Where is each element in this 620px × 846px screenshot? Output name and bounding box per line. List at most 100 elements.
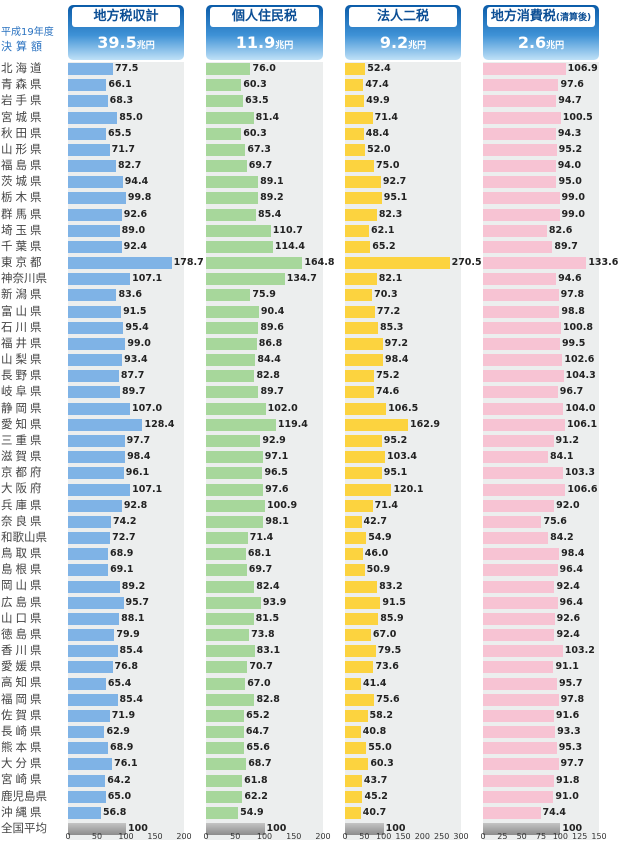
bar-value-label: 133.6	[588, 257, 619, 269]
bar	[68, 240, 122, 253]
bar-value-label: 71.7	[111, 143, 136, 155]
average-bar-label: 100	[385, 823, 406, 835]
bar-value-label: 93.9	[262, 596, 287, 608]
bar	[483, 709, 554, 722]
bar	[483, 548, 560, 561]
bar-value-label: 96.5	[264, 467, 288, 479]
bar-value-label: 45.2	[364, 790, 388, 802]
bar-value-label: 96.1	[125, 467, 150, 479]
bar-value-label: 89.0	[121, 224, 146, 236]
prefecture-label: 秋田県	[1, 125, 45, 140]
prefecture-label: 愛媛県	[1, 659, 45, 674]
bar-value-label: 62.1	[371, 224, 395, 236]
x-tick-label: 0	[342, 832, 348, 841]
prefecture-label: 鳥取県	[1, 546, 45, 561]
bar-value-label: 74.6	[375, 386, 400, 398]
bar	[483, 806, 541, 819]
bar	[483, 483, 566, 496]
bar-value-label: 114.4	[274, 240, 305, 252]
bar-value-label: 68.7	[248, 758, 272, 770]
prefecture-label: 神奈川県	[1, 271, 47, 286]
prefecture-label: 岐阜県	[1, 384, 45, 399]
bar-value-label: 82.4	[256, 580, 280, 592]
bar-value-label: 90.4	[260, 305, 285, 317]
bar-value-label: 99.5	[561, 337, 586, 349]
bar	[68, 774, 106, 787]
bar	[345, 402, 387, 415]
bar-value-label: 85.9	[380, 612, 404, 624]
bar	[483, 63, 566, 76]
bar	[68, 499, 122, 512]
x-tick-label: 50	[230, 832, 241, 841]
prefecture-label: 長崎県	[1, 723, 45, 738]
bar-value-label: 104.3	[565, 370, 596, 382]
bar-value-label: 98.1	[265, 515, 289, 527]
bar-value-label: 106.5	[388, 402, 419, 414]
bar-value-label: 82.3	[378, 208, 403, 220]
prefecture-label: 高知県	[1, 675, 45, 690]
bar	[483, 693, 559, 706]
bar-value-label: 64.2	[107, 774, 131, 786]
bar-value-label: 68.1	[247, 548, 272, 560]
bar	[345, 451, 385, 464]
bar-value-label: 93.3	[557, 726, 581, 738]
prefecture-label: 新潟県	[1, 287, 45, 302]
bar-value-label: 95.0	[558, 176, 582, 188]
bar	[483, 127, 556, 140]
bar-value-label: 87.7	[120, 370, 145, 382]
bar	[483, 337, 560, 350]
bar-value-label: 40.7	[362, 806, 387, 818]
bar	[68, 370, 119, 383]
bar-value-label: 75.0	[376, 160, 400, 172]
bar-value-label: 97.8	[560, 693, 585, 705]
prefecture-label: 島根県	[1, 562, 45, 577]
bar	[206, 645, 255, 658]
bar-value-label: 103.3	[564, 467, 595, 479]
prefecture-label: 群馬県	[1, 206, 45, 221]
bar	[345, 726, 361, 739]
x-tick-label: 100	[256, 832, 273, 841]
bar-value-label: 92.0	[556, 499, 580, 511]
panel-total: 2.6	[517, 33, 547, 52]
bar	[483, 305, 560, 318]
bar	[345, 192, 382, 205]
bar	[206, 483, 264, 496]
bar	[206, 532, 248, 544]
bar	[206, 661, 248, 674]
bar-value-label: 56.8	[102, 806, 127, 818]
bar-value-label: 100.8	[562, 321, 593, 333]
bar-value-label: 92.4	[123, 240, 148, 252]
bar-value-label: 65.5	[107, 127, 132, 139]
bar	[68, 305, 122, 318]
bar	[483, 451, 549, 464]
bar-value-label: 83.2	[379, 580, 403, 592]
bar	[206, 273, 285, 286]
bar	[345, 176, 381, 189]
bar-value-label: 89.7	[122, 386, 146, 398]
bar	[206, 596, 261, 609]
bar	[68, 418, 143, 431]
bar-value-label: 98.4	[561, 548, 585, 560]
bar-value-label: 106.1	[567, 418, 598, 430]
period-label-type: 決算額	[1, 40, 46, 53]
bar-value-label: 92.7	[382, 176, 407, 188]
bar-value-label: 82.8	[256, 370, 280, 382]
bar	[206, 337, 257, 350]
bar	[345, 499, 373, 512]
bar	[68, 742, 108, 755]
bar-value-label: 66.1	[108, 79, 132, 91]
bar	[483, 418, 566, 431]
average-bar	[345, 823, 384, 836]
x-tick-label: 0	[203, 832, 209, 841]
bar	[206, 434, 261, 447]
bar	[68, 580, 120, 593]
x-tick-label: 100	[552, 832, 568, 841]
bar	[483, 758, 559, 771]
bar-value-label: 41.4	[363, 677, 387, 689]
bar	[206, 758, 247, 771]
period-label-year: 平成19年度	[1, 27, 54, 38]
bar-value-label: 164.8	[304, 257, 335, 269]
bar-value-label: 82.6	[548, 224, 573, 236]
panel-header-corporate-taxes: 法人二税 9.2兆円	[345, 5, 461, 60]
bar-value-label: 75.9	[252, 289, 276, 301]
